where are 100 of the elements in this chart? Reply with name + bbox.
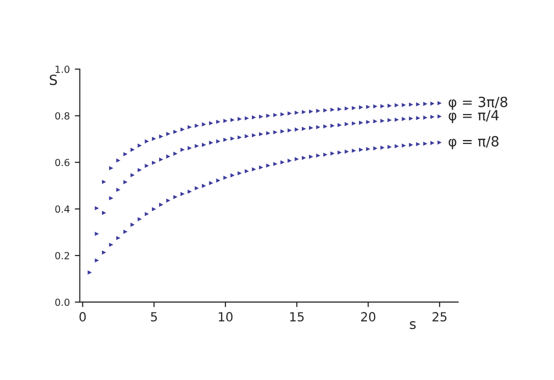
point	[388, 104, 392, 108]
point	[402, 116, 406, 122]
x-axis-title: s	[410, 321, 416, 330]
point	[244, 169, 249, 174]
point	[358, 105, 364, 110]
point	[430, 102, 435, 106]
series-label: φ = 3π/8	[448, 96, 508, 110]
point	[216, 120, 220, 124]
point	[344, 150, 349, 154]
point	[194, 124, 199, 128]
point	[352, 106, 356, 110]
point	[408, 102, 414, 107]
point	[138, 168, 142, 172]
point	[323, 124, 328, 129]
point	[394, 144, 399, 148]
y-tick-label: 0.4	[55, 205, 70, 213]
point	[138, 143, 142, 148]
point	[266, 131, 270, 136]
point	[159, 157, 164, 162]
point	[408, 116, 414, 121]
point	[244, 134, 249, 138]
point	[252, 115, 256, 120]
point	[252, 133, 256, 138]
point	[166, 154, 170, 159]
point	[94, 232, 99, 236]
point	[152, 136, 156, 141]
point	[309, 109, 314, 114]
point	[273, 162, 278, 166]
point	[402, 102, 406, 108]
y-tick-label: 0.6	[55, 158, 70, 166]
point	[180, 127, 185, 132]
point	[159, 134, 164, 139]
point	[123, 152, 128, 156]
x-tick-label: 20	[361, 312, 376, 322]
point	[416, 102, 420, 106]
point	[380, 104, 385, 108]
point	[194, 186, 199, 190]
point	[438, 101, 442, 106]
point	[394, 118, 399, 122]
x-tick-label: 15	[290, 312, 304, 322]
point	[280, 160, 285, 164]
point	[202, 122, 206, 126]
point	[316, 108, 320, 113]
point	[109, 196, 114, 200]
y-tick-label: 0.8	[55, 112, 70, 120]
point	[144, 212, 149, 216]
point	[330, 108, 335, 112]
point	[288, 111, 292, 116]
point	[223, 138, 228, 142]
point	[102, 180, 106, 184]
point	[259, 165, 264, 170]
point	[138, 217, 142, 222]
point	[373, 104, 378, 109]
point	[209, 121, 214, 126]
y-tick-label: 0.0	[55, 298, 70, 306]
point	[388, 144, 392, 150]
point	[280, 129, 285, 134]
point	[238, 135, 242, 140]
point	[344, 106, 349, 111]
point	[366, 146, 370, 152]
point	[352, 148, 356, 153]
point	[388, 118, 392, 122]
y-axis-title: S	[50, 74, 57, 86]
point	[238, 171, 242, 176]
point	[309, 126, 314, 130]
point	[280, 112, 285, 116]
point	[259, 114, 264, 119]
point	[266, 164, 270, 168]
point	[244, 116, 249, 120]
point	[216, 139, 220, 144]
point	[273, 112, 278, 118]
point	[316, 153, 320, 158]
point	[366, 104, 370, 109]
point	[202, 184, 206, 188]
point	[223, 176, 228, 180]
point	[273, 130, 278, 134]
y-tick-label: 1.0	[56, 66, 70, 73]
point	[159, 202, 164, 207]
point	[252, 167, 256, 172]
point	[438, 114, 442, 119]
point	[180, 192, 185, 196]
point	[166, 198, 170, 203]
point	[130, 173, 135, 178]
point	[216, 178, 220, 183]
point	[230, 173, 235, 178]
point	[338, 150, 342, 155]
point	[180, 148, 185, 152]
point	[223, 118, 228, 123]
point	[173, 130, 178, 134]
point	[338, 122, 342, 128]
x-tick-label: 0	[79, 312, 86, 322]
series-label: φ = π/4	[448, 110, 499, 124]
point	[352, 121, 356, 126]
point	[230, 118, 235, 122]
point	[94, 258, 99, 262]
point	[123, 230, 128, 234]
point	[430, 114, 435, 119]
point	[102, 250, 106, 255]
point	[423, 102, 428, 106]
point	[288, 158, 292, 163]
